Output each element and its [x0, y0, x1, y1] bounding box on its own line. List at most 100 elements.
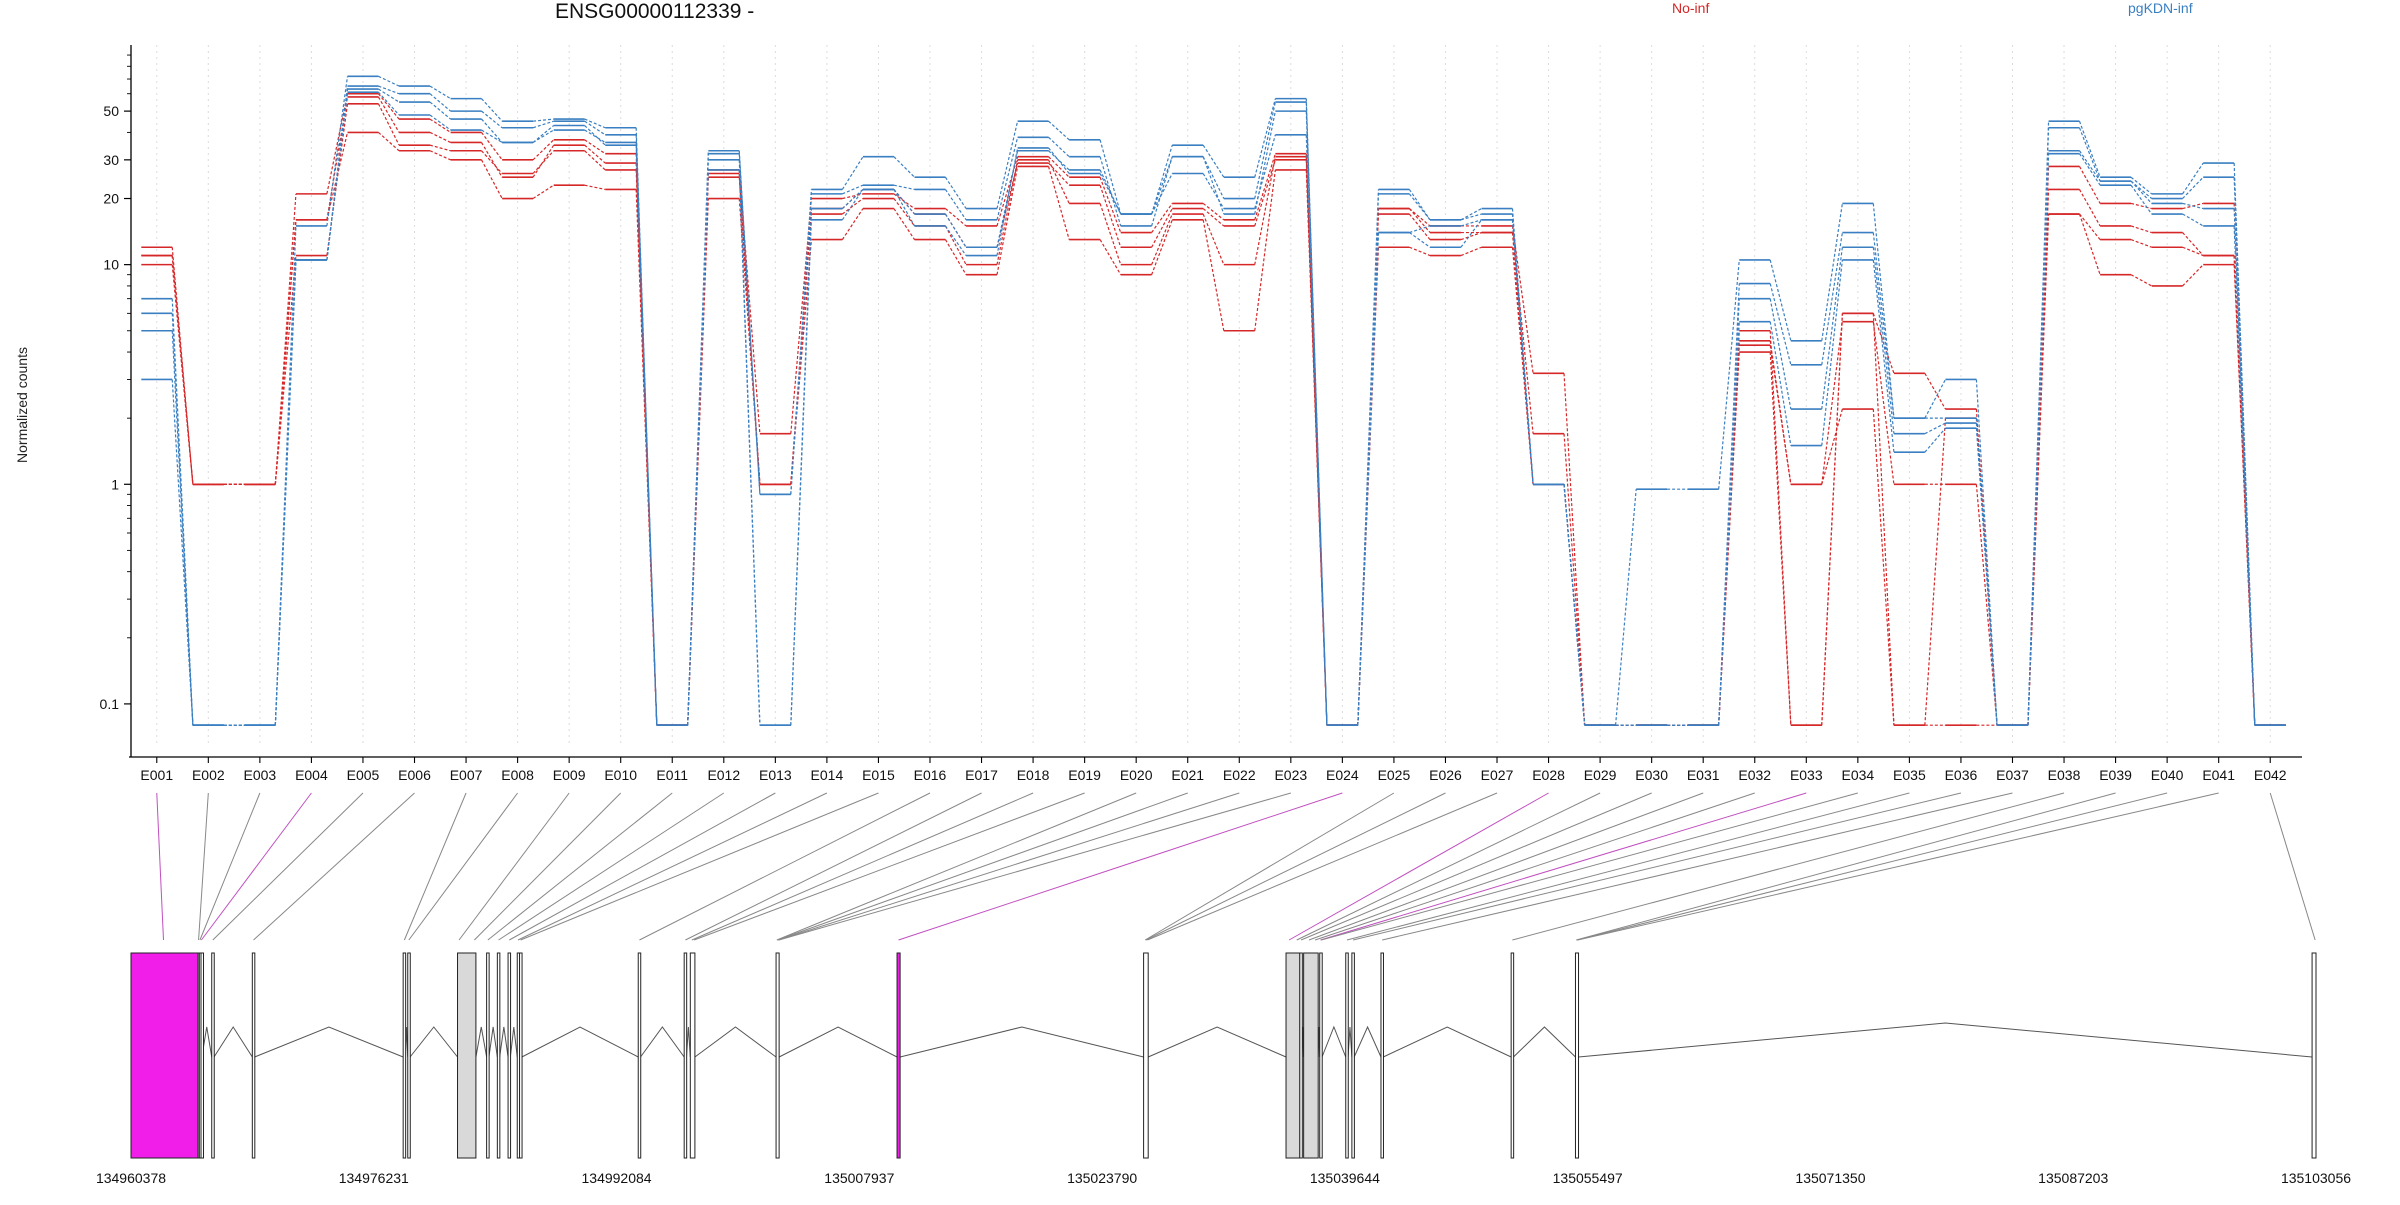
- connector-line: [429, 101, 451, 120]
- connector-line: [1511, 213, 1534, 485]
- series-no_inf-3: [141, 102, 2286, 726]
- exon-link: [778, 792, 1240, 941]
- connector-line: [480, 159, 503, 199]
- connector-line: [2078, 189, 2101, 227]
- connector-line: [1254, 134, 1276, 209]
- y-tick-label: 10: [103, 257, 119, 273]
- connector-line: [1460, 246, 1482, 257]
- connector-line: [2233, 264, 2256, 726]
- exon-box: [1285, 952, 1301, 1159]
- connector-line: [532, 125, 555, 143]
- connector-line: [1254, 169, 1276, 331]
- connector-line: [1563, 484, 1586, 726]
- connector-line: [2078, 153, 2101, 186]
- connector-line: [1151, 208, 1173, 248]
- intron-line: [1578, 1022, 2313, 1058]
- connector-line: [532, 120, 554, 129]
- coord-label: 134992084: [582, 1170, 652, 1186]
- connector-line: [429, 114, 451, 131]
- connector-line: [1460, 231, 1482, 241]
- connector-line: [274, 219, 297, 485]
- connector-line: [944, 239, 967, 275]
- connector-line: [1408, 213, 1431, 240]
- connector-line: [532, 184, 555, 200]
- connector-line: [1202, 144, 1225, 178]
- connector-line: [1563, 433, 1586, 726]
- intron-line: [899, 1026, 1144, 1058]
- connector-line: [171, 330, 194, 726]
- connector-line: [584, 120, 606, 136]
- x-tick-label: E002: [192, 767, 225, 783]
- connector-line: [1821, 247, 1843, 410]
- connector-line: [1099, 239, 1122, 275]
- x-tick-label: E036: [1945, 767, 1978, 783]
- x-tick-label: E010: [604, 767, 637, 783]
- x-tick-label: E030: [1635, 767, 1668, 783]
- coord-label: 135023790: [1067, 1170, 1137, 1186]
- connector-line: [2182, 176, 2204, 199]
- exon-link: [1288, 792, 1549, 941]
- intron-line: [475, 1026, 488, 1058]
- exon-link: [212, 792, 364, 941]
- connector-line: [274, 255, 297, 485]
- exon-link: [1144, 792, 1395, 941]
- connector-line: [2078, 120, 2101, 178]
- exon-box: [1143, 952, 1149, 1159]
- exon-link: [2269, 792, 2316, 941]
- connector-line: [1151, 156, 1173, 227]
- intron-line: [778, 1026, 898, 1058]
- exon-link: [1321, 792, 1858, 941]
- connector-line: [1769, 259, 1792, 341]
- exon-link: [520, 792, 879, 941]
- x-tick-label: E033: [1790, 767, 1823, 783]
- x-tick-label: E016: [914, 767, 947, 783]
- connector-line: [1408, 193, 1431, 221]
- x-tick-label: E027: [1481, 767, 1514, 783]
- connector-line: [1047, 166, 1070, 240]
- connector-line: [2027, 189, 2050, 726]
- connector-line: [1821, 259, 1843, 446]
- x-tick-label: E006: [398, 767, 431, 783]
- coord-label: 135055497: [1553, 1170, 1623, 1186]
- connector-line: [171, 264, 194, 485]
- connector-line: [1924, 427, 1946, 453]
- exon-box: [130, 952, 199, 1159]
- x-tick-label: E034: [1841, 767, 1874, 783]
- x-tick-label: E012: [707, 767, 740, 783]
- connector-line: [2182, 162, 2204, 195]
- connector-line: [893, 189, 916, 227]
- series-pgkdn_inf-6: [141, 85, 2286, 726]
- exon-box: [689, 952, 696, 1159]
- connector-line: [841, 198, 864, 215]
- x-tick-label: E041: [2202, 767, 2235, 783]
- connector-line: [584, 150, 606, 171]
- y-tick-label: 30: [103, 152, 119, 168]
- x-tick-label: E040: [2151, 767, 2184, 783]
- connector-line: [2079, 213, 2101, 240]
- connector-line: [841, 156, 864, 190]
- exon-link: [1346, 792, 1910, 941]
- connector-line: [532, 144, 555, 178]
- x-tick-label: E038: [2048, 767, 2081, 783]
- x-tick-label: E018: [1017, 767, 1050, 783]
- x-tick-label: E014: [811, 767, 844, 783]
- connector-line: [2130, 239, 2152, 248]
- connector-line: [1718, 298, 1740, 726]
- exon-link: [474, 792, 622, 941]
- exon-link: [498, 792, 725, 941]
- connector-line: [893, 198, 916, 227]
- connector-line: [893, 156, 915, 178]
- connector-line: [429, 118, 451, 133]
- exon-box: [1510, 952, 1515, 1159]
- connector-line: [1048, 147, 1070, 174]
- exon-link: [403, 792, 467, 941]
- x-tick-label: E037: [1996, 767, 2029, 783]
- exon-box: [407, 952, 411, 1159]
- connector-line: [1872, 247, 1895, 434]
- exon-box: [1319, 952, 1323, 1159]
- connector-line: [996, 166, 1019, 275]
- y-tick-label: 50: [103, 103, 119, 119]
- connector-line: [1202, 219, 1225, 331]
- exon-link: [1576, 792, 2116, 941]
- exon-link: [1577, 792, 2219, 941]
